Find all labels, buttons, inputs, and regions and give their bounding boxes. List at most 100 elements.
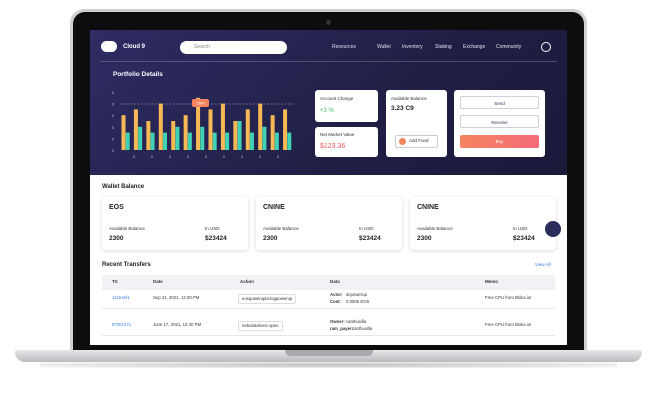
bar bbox=[146, 121, 151, 150]
portfolio-title: Portfolio Details bbox=[113, 71, 163, 78]
column-header: TX bbox=[112, 279, 118, 284]
base-notch bbox=[285, 350, 373, 356]
usd: $23424 bbox=[205, 235, 227, 242]
bar bbox=[258, 103, 263, 150]
nav-divider bbox=[100, 61, 557, 62]
data-key: Owner: bbox=[330, 319, 345, 324]
table-header bbox=[102, 275, 555, 290]
brand[interactable]: Cloud 9 bbox=[123, 44, 145, 50]
x-tick-label: 0 bbox=[223, 155, 225, 159]
bar bbox=[162, 132, 167, 150]
row-divider bbox=[102, 308, 555, 309]
wallet-card bbox=[256, 197, 402, 250]
view-all-link[interactable]: View All bbox=[535, 262, 551, 267]
x-tick-label: 0 bbox=[277, 155, 279, 159]
date: June 17, 2021, 12:30 PM bbox=[153, 322, 202, 327]
search-placeholder: Search bbox=[194, 44, 210, 50]
nav-link[interactable]: Exchange bbox=[463, 44, 486, 50]
add-fund-label: Add Fund bbox=[409, 138, 429, 143]
x-tick-label: 0 bbox=[259, 155, 261, 159]
section-title: Recent Transfers bbox=[102, 262, 151, 268]
y-tick-label: 0 bbox=[112, 114, 114, 118]
x-tick-label: 0 bbox=[187, 155, 189, 159]
data-key: ram_payer: bbox=[330, 326, 354, 331]
net-market-card bbox=[315, 127, 378, 157]
memo: Free CPU from Bloks.io! bbox=[485, 322, 532, 327]
camera bbox=[326, 20, 331, 25]
usd: $23424 bbox=[513, 235, 535, 242]
next-button[interactable] bbox=[545, 221, 561, 237]
wallet-card bbox=[102, 197, 248, 250]
usd-label: In USD bbox=[359, 226, 374, 231]
x-tick-label: 0 bbox=[241, 155, 243, 159]
nav-link[interactable]: Inventory bbox=[402, 44, 423, 50]
wallet-cards: EOS Available Balance 2300 In USD $23424 CNIN… bbox=[90, 30, 567, 345]
balance: 2300 bbox=[417, 235, 432, 242]
available-balance-card bbox=[386, 90, 447, 157]
row-divider bbox=[102, 335, 555, 336]
tx-link[interactable]: 97301271 bbox=[112, 322, 132, 327]
buy-button[interactable]: Buy bbox=[460, 135, 539, 148]
tx-link[interactable]: 12cb4ef1 bbox=[112, 295, 130, 300]
memo: Free CPU from Bloks.io! bbox=[485, 295, 532, 300]
nav-link[interactable]: Community bbox=[496, 44, 522, 50]
x-tick-label: 0 bbox=[205, 155, 207, 159]
bar bbox=[233, 121, 238, 150]
card-value: +3 % bbox=[320, 108, 334, 114]
coin-name: CNINE bbox=[417, 204, 439, 211]
bar bbox=[287, 132, 292, 150]
nav-link[interactable]: Resources bbox=[332, 44, 356, 50]
add-fund-button[interactable] bbox=[395, 135, 438, 148]
bar bbox=[138, 126, 143, 150]
y-tick-label: 0 bbox=[112, 149, 114, 153]
column-header: Memo bbox=[485, 279, 499, 284]
bar bbox=[183, 115, 188, 150]
screen: Cloud 9 Search Resources Wallet Inventor… bbox=[90, 30, 567, 345]
base-shadow bbox=[40, 362, 617, 368]
column-header: Data bbox=[330, 279, 340, 284]
card-value: 3.23 C9 bbox=[391, 105, 414, 112]
x-tick-label: 0 bbox=[169, 155, 171, 159]
nav-link[interactable]: Wallet bbox=[377, 44, 391, 50]
nav-link[interactable]: Staking bbox=[435, 44, 452, 50]
data-value: dcpowerup bbox=[346, 292, 368, 297]
bar bbox=[208, 109, 213, 150]
bar bbox=[249, 132, 254, 150]
logo-icon bbox=[101, 41, 117, 52]
laptop-base bbox=[15, 350, 642, 362]
column-header: Action bbox=[240, 279, 254, 284]
usd: $23424 bbox=[359, 235, 381, 242]
search-box[interactable] bbox=[180, 41, 287, 54]
card-value: $123.36 bbox=[320, 143, 346, 150]
bar bbox=[150, 132, 155, 150]
x-tick-label: 0 bbox=[133, 155, 135, 159]
bar bbox=[187, 132, 192, 150]
bar bbox=[212, 132, 217, 150]
send-button[interactable]: Send bbox=[460, 96, 539, 109]
y-tick-label: 0 bbox=[112, 126, 114, 130]
bar bbox=[121, 115, 126, 150]
bar bbox=[225, 132, 230, 150]
bar bbox=[133, 109, 138, 150]
usd-label: In USD bbox=[205, 226, 220, 231]
avatar[interactable] bbox=[541, 42, 551, 52]
y-tick-label: 0 bbox=[112, 103, 114, 107]
portfolio-chart: 0 0 0 0 0 0 0 0 0 0 0 0 0 0 0 16% bbox=[112, 91, 294, 159]
action: nebulatokens-open bbox=[238, 321, 283, 332]
data-value: 0.0006 EOS bbox=[346, 299, 370, 304]
balance-label: Available Balance bbox=[263, 226, 299, 231]
coin-name: EOS bbox=[109, 204, 124, 211]
receive-button[interactable]: Receive bbox=[460, 115, 539, 128]
data-key: Actor: bbox=[330, 292, 343, 297]
bar bbox=[171, 121, 176, 150]
card-label: Account Change bbox=[320, 96, 354, 101]
bar bbox=[274, 132, 279, 150]
bar bbox=[175, 126, 180, 150]
y-tick-label: 0 bbox=[112, 137, 114, 141]
badge bbox=[192, 99, 209, 107]
card-label: Available Balance bbox=[391, 96, 427, 101]
usd-label: In USD bbox=[513, 226, 528, 231]
data-value: canthuxilla bbox=[346, 319, 367, 324]
bar bbox=[283, 109, 288, 150]
